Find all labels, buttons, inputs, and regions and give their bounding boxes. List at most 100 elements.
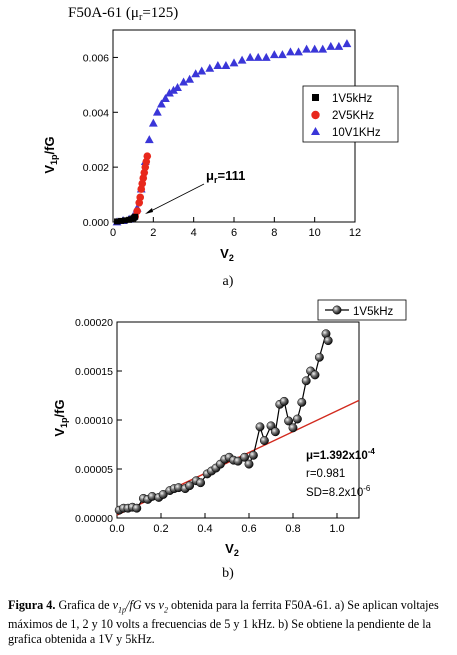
chart-b-point bbox=[233, 456, 243, 466]
chart-a-point-triangle bbox=[185, 74, 195, 83]
caption-var-fg: /fG bbox=[126, 598, 142, 612]
panel-a-label: a) bbox=[223, 274, 234, 289]
chart-a-point-triangle bbox=[152, 107, 162, 116]
chart-a-point-triangle bbox=[245, 52, 255, 61]
chart-a-point-triangle bbox=[294, 47, 303, 56]
chart-a-point-triangle bbox=[197, 66, 207, 75]
chart-b-point bbox=[248, 450, 258, 460]
legend-sphere-marker bbox=[332, 305, 342, 315]
chart-a-ytick-label: 0.002 bbox=[83, 162, 109, 174]
chart-a-ylabel-v: V bbox=[42, 165, 57, 174]
caption-var-v: v bbox=[112, 598, 119, 612]
chart-a-annotation-mu: μ bbox=[206, 168, 214, 183]
chart-a-title: F50A-61 (μr=125) bbox=[68, 5, 178, 23]
chart-b-xtick-label: 0.2 bbox=[153, 523, 168, 535]
chart-a-ytick-label: 0.006 bbox=[83, 52, 109, 64]
chart-b-stat-sd-text: SD=8.2x10 bbox=[306, 487, 363, 499]
chart-b-xtick-label: 0.4 bbox=[197, 523, 212, 535]
chart-a-point-triangle bbox=[286, 47, 295, 56]
chart-a-legend-label-3: 10V1KHz bbox=[332, 127, 381, 139]
chart-a-point-square bbox=[122, 217, 129, 224]
chart-a-point-triangle bbox=[148, 118, 158, 127]
chart-a-point-triangle bbox=[229, 58, 239, 67]
chart-a-point-triangle bbox=[213, 61, 223, 70]
chart-a-annotation-sub: r bbox=[214, 175, 218, 185]
chart-a-xlabel-sub: 2 bbox=[229, 253, 234, 263]
chart-a-xtick-label: 2 bbox=[150, 227, 156, 239]
chart-b-xtick-label: 0.6 bbox=[241, 523, 256, 535]
chart-b-xtick-label: 1.0 bbox=[329, 523, 344, 535]
chart-a-xtick-label: 10 bbox=[309, 227, 321, 239]
chart-a-annotation-arrowhead bbox=[145, 208, 153, 214]
chart-a-ytick-label: 0.004 bbox=[83, 107, 109, 119]
chart-a-x-ticks: 0 2 4 6 8 10 12 bbox=[110, 217, 361, 239]
chart-a-title-main: F50A-61 ( bbox=[68, 5, 131, 21]
chart-b-legend-label: 1V5kHz bbox=[353, 306, 394, 318]
chart-b-point bbox=[259, 436, 269, 446]
chart-b-stat-mu: μ=1.392x10-4 bbox=[306, 447, 375, 462]
caption-var-v2: v bbox=[158, 598, 164, 612]
legend-circle-marker bbox=[311, 110, 320, 120]
chart-b-ytick-label: 0.00015 bbox=[75, 366, 113, 378]
chart-a-point-triangle bbox=[261, 52, 271, 61]
chart-a-ytick-label: 0.000 bbox=[83, 217, 109, 229]
chart-b-xtick-label: 0.8 bbox=[285, 523, 300, 535]
chart-b-y-ticks: 0.00000 0.00005 0.00010 0.00015 0.00020 bbox=[75, 317, 122, 525]
chart-b-point bbox=[279, 396, 289, 406]
chart-a-point-square bbox=[132, 213, 139, 220]
chart-a-xtick-label: 0 bbox=[110, 227, 116, 239]
chart-a-title-mu: μ bbox=[131, 5, 139, 21]
chart-a-point-triangle bbox=[165, 88, 174, 97]
chart-b-legend: 1V5kHz bbox=[317, 299, 407, 321]
chart-a-xtick-label: 12 bbox=[349, 227, 361, 239]
chart-b-point bbox=[288, 423, 298, 433]
chart-a-xlabel: V2 bbox=[220, 246, 234, 263]
chart-b-point bbox=[244, 459, 254, 469]
chart-b-point bbox=[314, 352, 324, 362]
chart-b-stat-mu-symbol: μ bbox=[306, 450, 313, 462]
chart-a-ylabel-rest: /fG bbox=[42, 136, 57, 154]
chart-a-point-triangle bbox=[157, 99, 166, 108]
chart-b-xlabel: V2 bbox=[225, 541, 239, 558]
caption-var-sub-2: 2 bbox=[163, 605, 168, 615]
chart-a-point-circle bbox=[143, 152, 152, 160]
chart-a-point-triangle bbox=[205, 63, 215, 72]
chart-b-ytick-label: 0.00005 bbox=[75, 464, 113, 476]
chart-a-point-triangle bbox=[144, 135, 154, 144]
chart-b-point bbox=[270, 427, 280, 437]
chart-a-legend-label-2: 2V5KHz bbox=[332, 110, 374, 122]
chart-b-point bbox=[284, 416, 294, 426]
chart-b-xtick-label: 0.0 bbox=[109, 523, 124, 535]
chart-b-ylabel-sub: 1p bbox=[59, 417, 69, 428]
chart-a-point-triangle bbox=[278, 50, 287, 59]
chart-b-stat-sd-exp: -6 bbox=[363, 484, 371, 493]
chart-b-point bbox=[255, 422, 265, 432]
chart-a-annotation-text: =111 bbox=[217, 168, 245, 183]
chart-a-point-circle bbox=[133, 207, 141, 215]
chart-a-legend-label-1: 1V5kHz bbox=[332, 93, 373, 105]
chart-b-ytick-label: 0.00010 bbox=[75, 415, 113, 427]
chart-a-point-triangle bbox=[221, 61, 231, 70]
chart-a-point-circle bbox=[136, 193, 145, 202]
chart-b-stat-sd: SD=8.2x10-6 bbox=[306, 484, 371, 499]
chart-b-ytick-label: 0.00020 bbox=[75, 317, 113, 329]
chart-a-xtick-label: 4 bbox=[191, 227, 197, 239]
chart-a-point-square bbox=[114, 218, 121, 225]
chart-b-point bbox=[301, 376, 311, 386]
chart-b-point bbox=[297, 397, 307, 407]
figure-canvas: F50A-61 (μr=125) 0.000 0.002 0.004 0.006 0 2… bbox=[42, 5, 407, 581]
chart-b-point bbox=[323, 336, 333, 346]
chart-a-point-triangle bbox=[191, 69, 201, 78]
chart-b-xlabel-sub: 2 bbox=[234, 548, 239, 558]
chart-a-point-triangle bbox=[169, 85, 178, 94]
chart-b-ylabel: V1p/fG bbox=[52, 399, 69, 436]
chart-a-point-triangle bbox=[173, 83, 182, 91]
chart-a-point-triangle bbox=[302, 44, 311, 53]
chart-a-point-triangle bbox=[310, 44, 320, 53]
legend-square-marker bbox=[312, 94, 319, 101]
chart-b-point bbox=[158, 490, 168, 499]
chart-b-stats: μ=1.392x10-4 r=0.981 SD=8.2x10-6 bbox=[306, 447, 375, 499]
chart-a: F50A-61 (μr=125) 0.000 0.002 0.004 0.006 0 2… bbox=[42, 5, 399, 289]
chart-b-xlabel-v: V bbox=[225, 541, 234, 556]
